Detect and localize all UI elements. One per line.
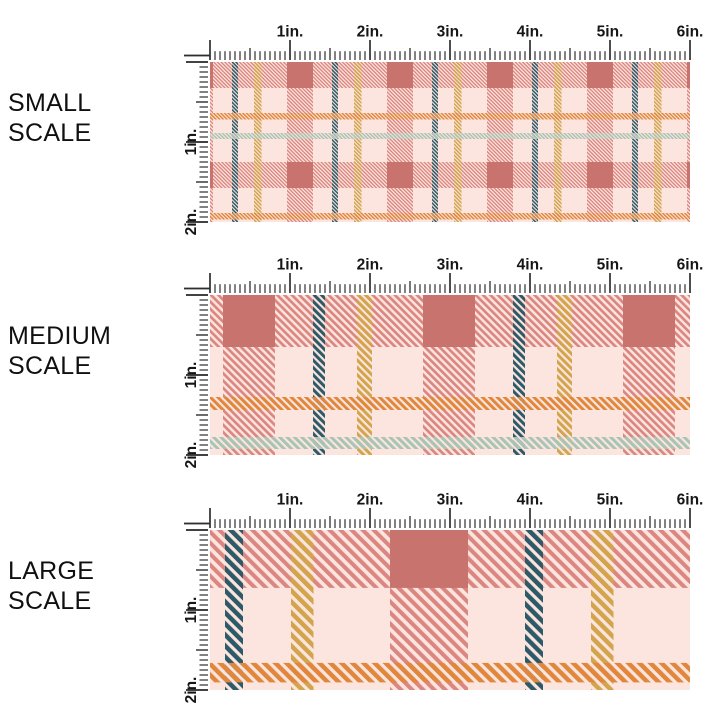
scale-label-line: LARGE [8,557,95,585]
ruler-inch-label: 3in. [437,24,464,41]
swatch-figure-large: 1in. 2in. 3in. 4in. 5in. 6in. 1in. 2in. [0,468,720,704]
scale-section-small: SMALL SCALE 1in. 2in. 3in. 4in. 5in. 6in. 1in.… [0,0,720,236]
ruler-inch-label: 6in. [677,492,704,509]
ruler-inch-label: 2in. [357,492,384,509]
vertical-ruler: 1in. 2in. [183,529,208,703]
swatch-svg-medium: 1in. 2in. 3in. 4in. 5in. 6in. 1in. 2in. [183,257,704,469]
swatch-svg-small: 1in. 2in. 3in. 4in. 5in. 6in. 1in. 2in. [183,24,704,236]
ruler-inch-label: 2in. [357,24,384,41]
ruler-inch-label: 1in. [277,257,304,274]
horizontal-ruler: 1in. 2in. 3in. 4in. 5in. 6in. [184,257,704,293]
fabric-swatch-medium [210,295,690,455]
ruler-inch-label-vertical: 2in. [183,677,200,703]
scale-label-small: SMALL SCALE [8,88,91,148]
fabric-swatch-small [210,62,690,222]
ruler-inch-label: 6in. [677,24,704,41]
ruler-inch-label: 4in. [517,257,544,274]
scale-label-line: SMALL [8,89,92,117]
vertical-ruler: 1in. 2in. [183,61,208,235]
ruler-inch-label: 5in. [597,24,624,41]
ruler-inch-label: 5in. [597,257,624,274]
ruler-inch-label-vertical: 1in. [183,129,200,156]
scale-label-line: SCALE [8,352,92,380]
vertical-ruler: 1in. 2in. [183,294,208,468]
scale-label-large: LARGE SCALE [8,556,94,616]
horizontal-ruler: 1in. 2in. 3in. 4in. 5in. 6in. [184,492,704,528]
scale-label-medium: MEDIUM SCALE [8,321,111,381]
scale-section-large: LARGE SCALE 1in. 2in. 3in. 4in. 5in. 6in. 1in.… [0,468,720,704]
fabric-swatch-large [210,530,690,690]
scale-label-line: SCALE [8,587,92,615]
swatch-figure-small: 1in. 2in. 3in. 4in. 5in. 6in. 1in. 2in. [0,0,720,236]
horizontal-ruler: 1in. 2in. 3in. 4in. 5in. 6in. [184,24,704,60]
swatch-svg-large: 1in. 2in. 3in. 4in. 5in. 6in. 1in. 2in. [183,492,704,704]
swatch-figure-medium: 1in. 2in. 3in. 4in. 5in. 6in. 1in. 2in. [0,233,720,469]
ruler-inch-label: 3in. [437,257,464,274]
ruler-inch-label: 1in. [277,492,304,509]
ruler-inch-label: 4in. [517,24,544,41]
ruler-inch-label: 5in. [597,492,624,509]
ruler-inch-label-vertical: 1in. [183,362,200,389]
ruler-inch-label-vertical: 2in. [183,209,200,235]
ruler-inch-label: 6in. [677,257,704,274]
ruler-inch-label: 4in. [517,492,544,509]
ruler-inch-label: 3in. [437,492,464,509]
scale-label-line: MEDIUM [8,322,112,350]
ruler-inch-label-vertical: 2in. [183,442,200,468]
ruler-inch-label-vertical: 1in. [183,597,200,624]
scale-label-line: SCALE [8,119,92,147]
ruler-inch-label: 1in. [277,24,304,41]
scale-section-medium: MEDIUM SCALE 1in. 2in. 3in. 4in. 5in. 6in. 1in… [0,233,720,469]
ruler-inch-label: 2in. [357,257,384,274]
